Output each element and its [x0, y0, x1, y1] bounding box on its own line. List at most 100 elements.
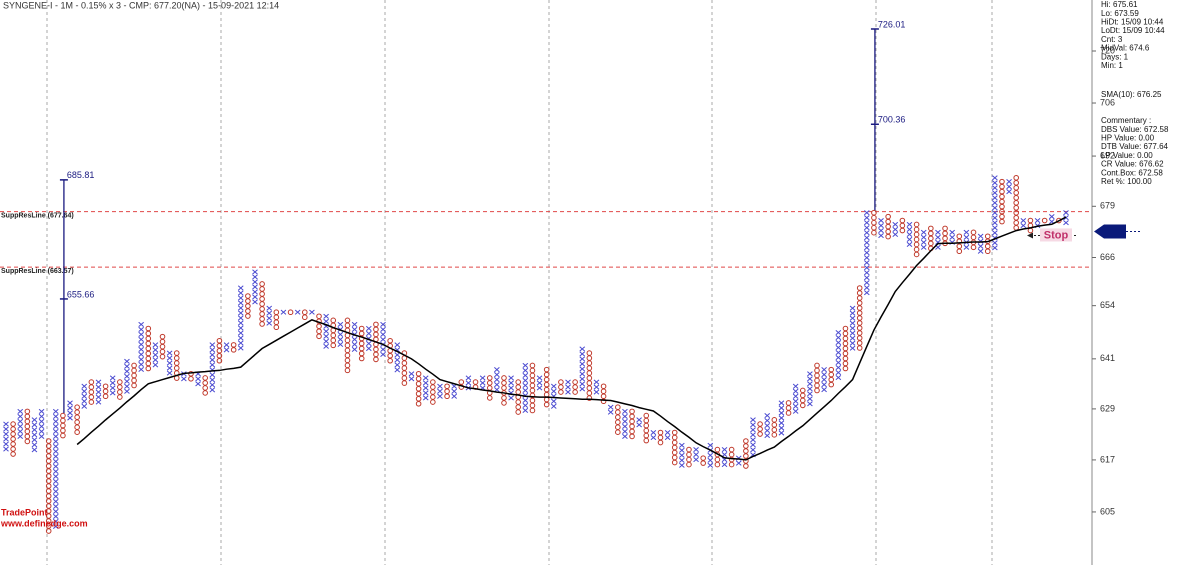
x-box — [31, 432, 38, 438]
x-box — [764, 428, 771, 434]
x-box — [365, 325, 372, 332]
x-box — [992, 205, 998, 211]
chart-title: SYNGENE-I - 1M - 0.15% x 3 - CMP: 677.20… — [3, 0, 279, 10]
x-box — [778, 430, 785, 436]
y-tick-label: 692 — [1100, 150, 1115, 160]
x-box — [863, 270, 870, 276]
o-box — [273, 324, 280, 331]
x-box — [821, 382, 827, 388]
o-column — [102, 383, 109, 400]
x-box — [52, 413, 59, 419]
x-box — [1020, 217, 1027, 224]
x-box — [565, 379, 571, 385]
watermark: TradePoint — [1, 507, 48, 517]
x-box — [67, 410, 73, 416]
o-column — [259, 281, 265, 327]
o-box — [999, 218, 1005, 225]
x-column — [1020, 217, 1027, 229]
x-box — [849, 310, 856, 316]
x-box — [821, 387, 827, 393]
watermark: www.definedge.com — [0, 518, 88, 528]
o-column — [216, 337, 223, 364]
x-box — [408, 371, 415, 377]
o-column — [885, 213, 891, 240]
x-box — [622, 428, 628, 434]
o-column — [430, 379, 436, 405]
x-box — [166, 370, 173, 376]
x-box — [849, 345, 856, 351]
x-box — [522, 382, 529, 389]
x-box — [17, 413, 24, 419]
x-column — [835, 329, 842, 381]
x-box — [593, 379, 600, 385]
x-box — [607, 409, 614, 415]
x-box — [622, 423, 628, 429]
o-box — [216, 357, 223, 364]
x-box — [31, 427, 38, 433]
x-box — [166, 355, 173, 361]
o-box — [743, 463, 749, 469]
x-box — [152, 347, 159, 353]
x-box — [878, 222, 884, 229]
x-box — [351, 321, 358, 327]
x-box — [138, 366, 144, 372]
o-column — [131, 362, 137, 389]
x-box — [52, 483, 59, 489]
x-box — [266, 305, 273, 311]
x-box — [394, 342, 401, 348]
x-box — [764, 433, 771, 439]
x-column — [17, 408, 24, 439]
o-column — [543, 366, 550, 408]
x-box — [792, 398, 799, 404]
x-box — [522, 377, 529, 384]
x-box — [807, 396, 813, 402]
x-box — [38, 423, 45, 429]
o-box — [629, 433, 635, 440]
x-box — [95, 379, 102, 385]
x-box — [237, 295, 244, 301]
support-label: SuppResLine (663.57) — [1, 268, 74, 275]
x-box — [522, 367, 529, 374]
x-box — [863, 210, 870, 216]
x-box — [252, 269, 258, 275]
x-box — [792, 393, 799, 399]
x-column — [309, 309, 315, 315]
x-box — [906, 236, 913, 243]
o-box — [60, 432, 66, 439]
x-box — [337, 321, 344, 327]
x-box — [579, 371, 586, 377]
x-box — [3, 426, 9, 432]
x-box — [607, 404, 614, 410]
o-box — [401, 380, 408, 386]
x-box — [81, 388, 88, 394]
x-box — [81, 403, 88, 409]
o-column — [245, 293, 251, 319]
x-box — [365, 340, 372, 347]
x-column — [109, 375, 116, 396]
x-box — [778, 415, 785, 421]
x-box — [52, 498, 59, 504]
x-box — [778, 425, 785, 431]
x-column — [664, 429, 671, 441]
o-box — [885, 233, 891, 240]
x-box — [309, 309, 315, 315]
x-box — [863, 235, 870, 241]
o-column — [629, 408, 635, 440]
o-box — [814, 387, 820, 394]
o-box — [757, 431, 763, 437]
x-box — [522, 397, 529, 404]
x-box — [550, 403, 557, 409]
y-tick-label: 617 — [1100, 454, 1115, 464]
x-column — [636, 417, 642, 428]
o-box — [586, 395, 593, 401]
x-box — [963, 229, 970, 235]
x-box — [237, 325, 244, 331]
x-box — [707, 457, 714, 463]
x-box — [252, 299, 258, 305]
x-box — [479, 375, 486, 381]
x-box — [522, 407, 529, 414]
x-box — [252, 284, 258, 290]
x-box — [337, 331, 344, 337]
x-box — [52, 513, 59, 519]
x-column — [166, 350, 173, 376]
